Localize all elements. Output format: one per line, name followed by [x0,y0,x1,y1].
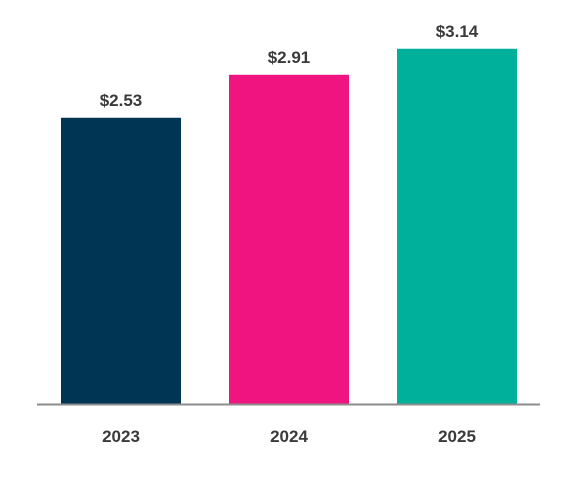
bar-2024 [229,74,349,404]
value-label-2024: $2.91 [268,48,311,67]
value-label-2025: $3.14 [436,22,479,41]
x-tick-label-2024: 2024 [270,427,308,446]
bar-2023 [61,117,181,405]
bars-group [61,48,517,405]
bar-2025 [397,48,517,404]
value-labels-group: $2.53 $2.91 $3.14 [100,22,479,110]
value-label-2023: $2.53 [100,91,143,110]
x-tick-labels-group: 2023 2024 2025 [102,427,476,446]
x-tick-label-2025: 2025 [438,427,476,446]
x-tick-label-2023: 2023 [102,427,140,446]
